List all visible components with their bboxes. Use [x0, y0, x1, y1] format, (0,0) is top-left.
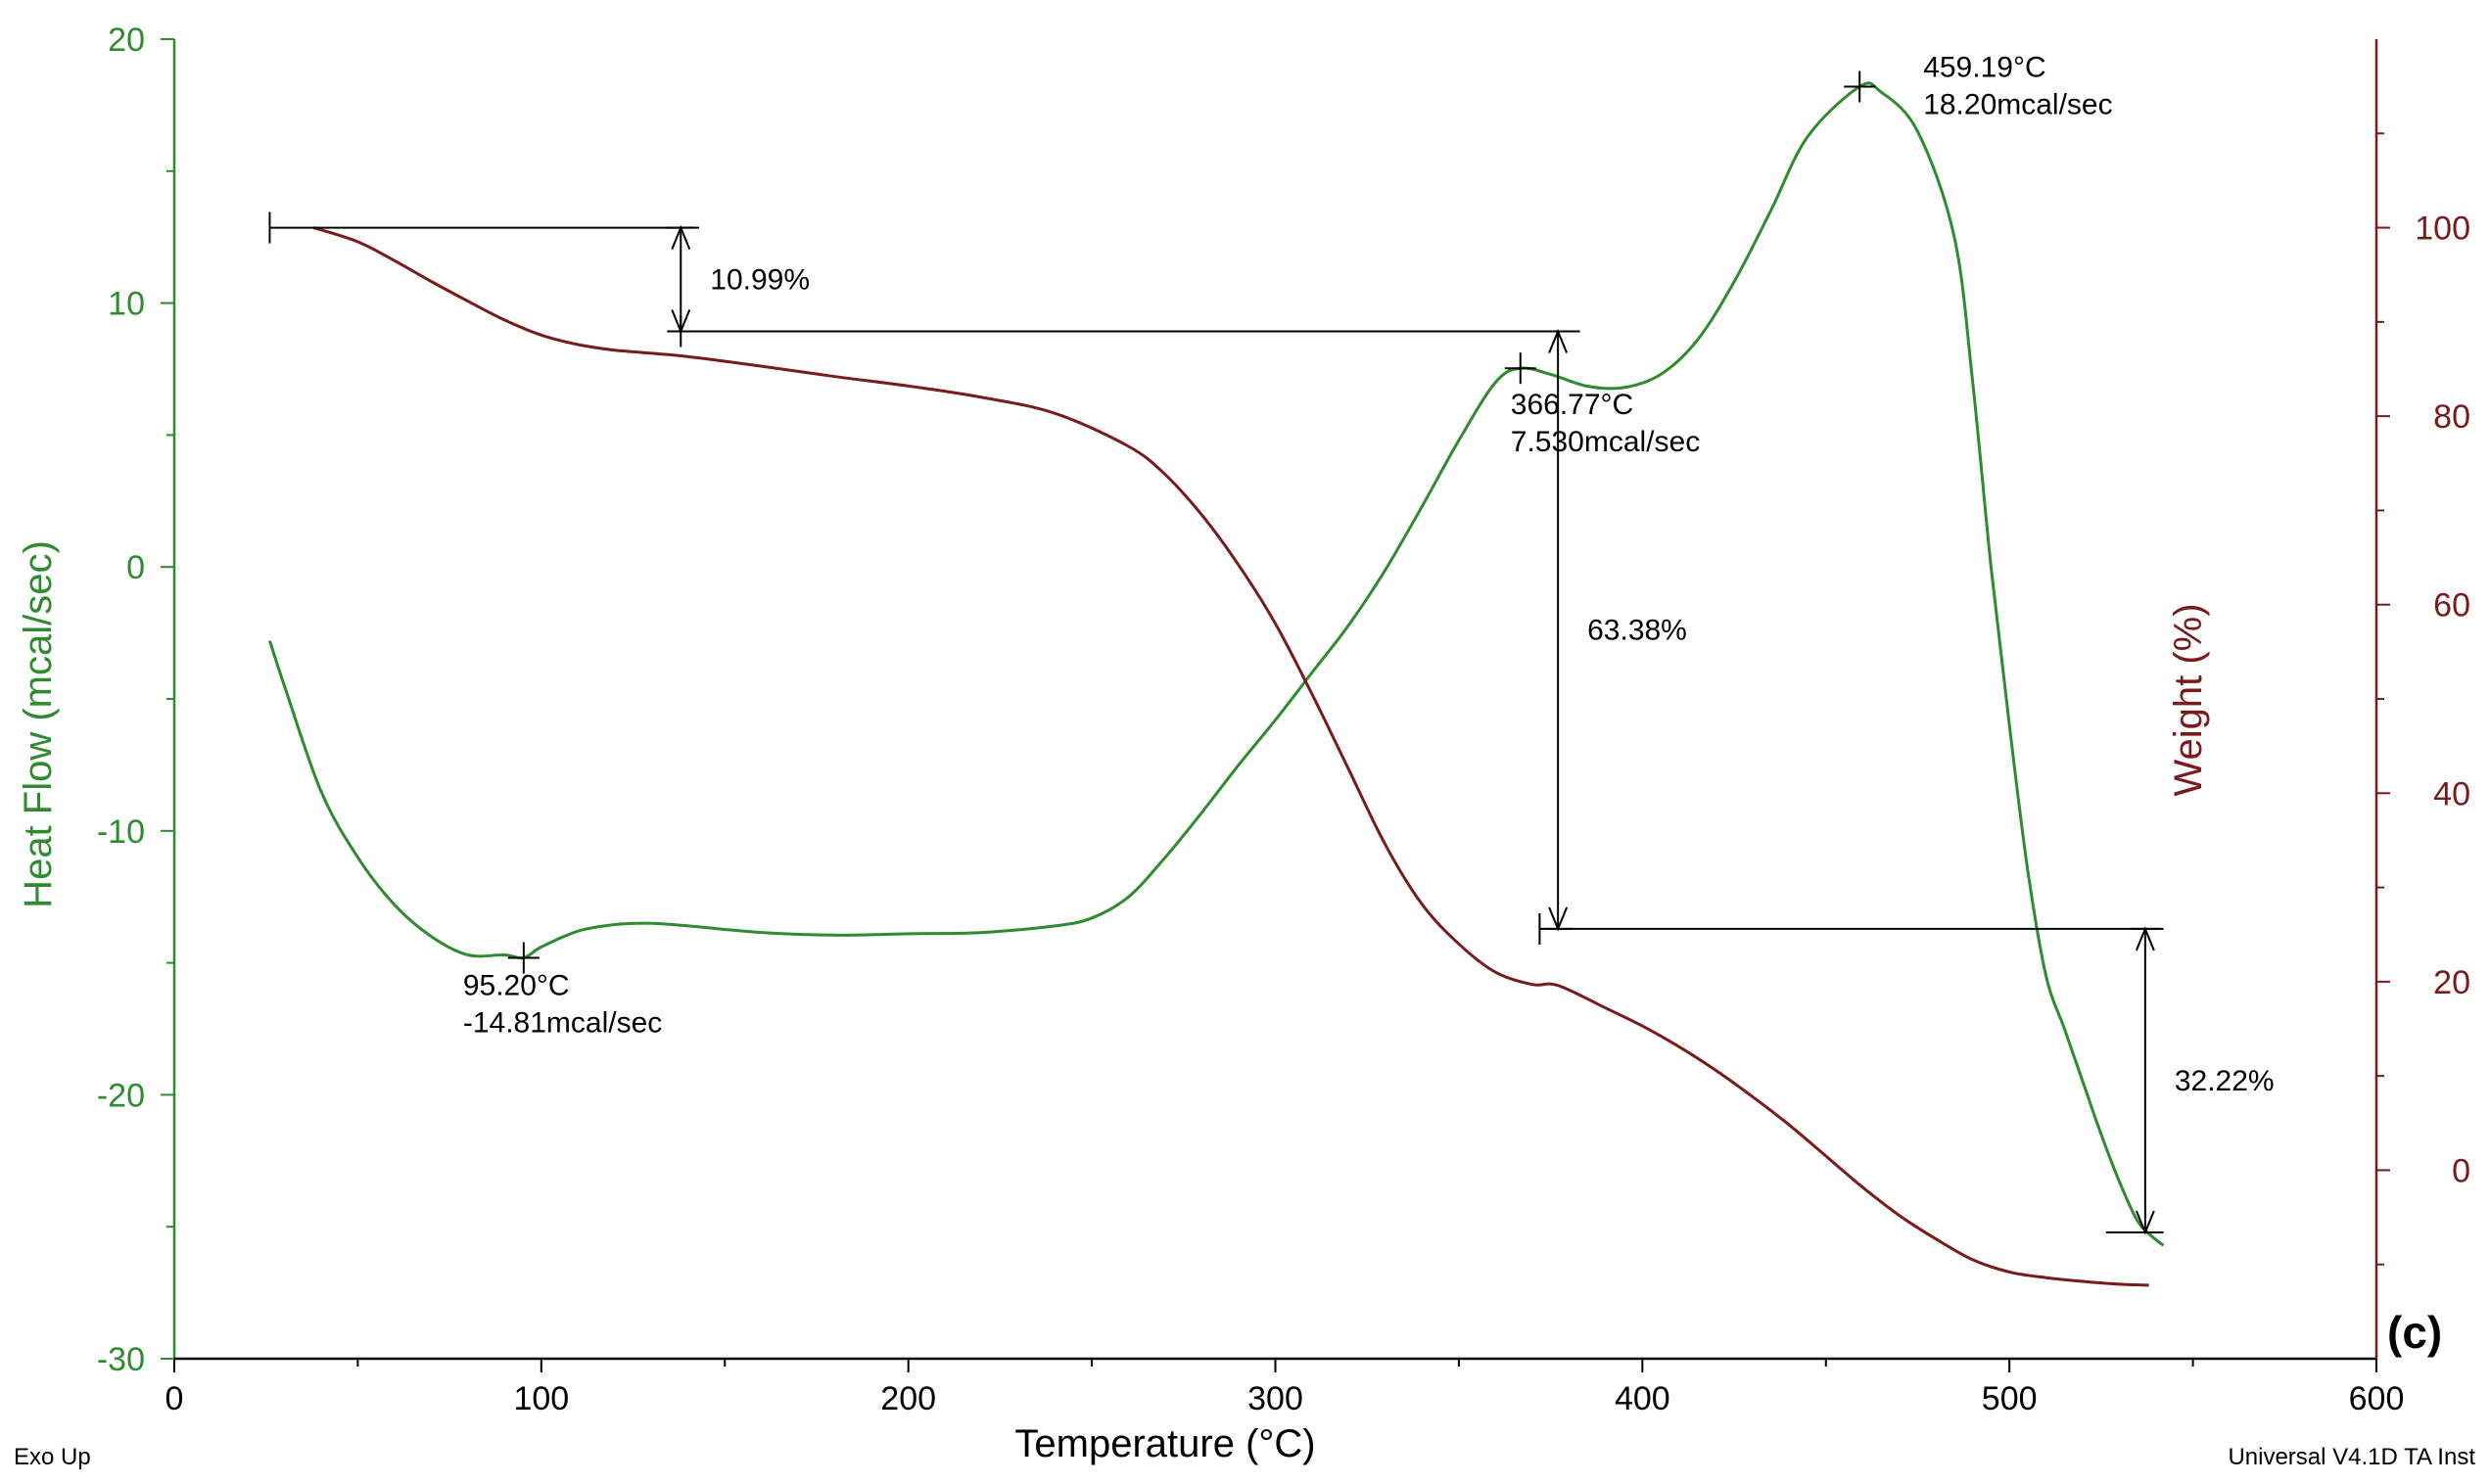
weight-loss-label: 10.99% — [710, 264, 810, 297]
weight-loss-label: 32.22% — [2175, 1065, 2275, 1097]
x-tick-label: 400 — [1615, 1380, 1670, 1417]
peak-label-temperature: 366.77°C — [1511, 389, 1633, 421]
peak-label-temperature: 459.19°C — [1923, 52, 2045, 84]
peak-label-heatflow: 7.530mcal/sec — [1511, 426, 1700, 458]
step-arrowhead-up — [671, 224, 691, 250]
x-tick-label: 0 — [165, 1380, 184, 1417]
y-left-tick-label: 10 — [108, 286, 145, 323]
y-left-tick-label: -30 — [97, 1341, 145, 1378]
y-right-tick-label: 100 — [2415, 210, 2470, 248]
x-tick-label: 600 — [2349, 1380, 2405, 1417]
y-axis-right-title: Weight (%) — [2167, 603, 2210, 796]
x-tick-label: 300 — [1247, 1380, 1303, 1417]
y-axis-left-title: Heat Flow (mcal/sec) — [17, 540, 60, 908]
y-right-tick-label: 80 — [2433, 398, 2470, 436]
y-left-tick-label: 20 — [108, 22, 145, 59]
panel-label: (c) — [2387, 1307, 2442, 1358]
plot-axes — [172, 39, 2378, 1361]
heat-flow-series-line — [268, 81, 2165, 1247]
annotations: 95.20°C -14.81mcal/sec 366.77°C 7.530mcal/s… — [268, 52, 2275, 1235]
weight-series-line — [312, 226, 2149, 1287]
y-right-tick-label: 0 — [2452, 1152, 2470, 1189]
step-arrowhead-up — [1548, 328, 1569, 353]
footer-right: Universal V4.1D TA Inst — [2228, 1444, 2475, 1470]
y-left-tick-label: -20 — [97, 1077, 145, 1114]
y-right-tick-label: 40 — [2433, 775, 2470, 812]
x-axis-title: Temperature (°C) — [1014, 1422, 1315, 1465]
y-right-tick-label: 20 — [2433, 964, 2470, 1001]
x-tick-label: 500 — [1982, 1380, 2038, 1417]
peak-label-temperature: 95.20°C — [463, 969, 570, 1001]
data-series — [268, 81, 2165, 1287]
peak-label-heatflow: 18.20mcal/sec — [1923, 89, 2112, 121]
y-left-tick-label: -10 — [97, 813, 145, 851]
y-left-tick-label: 0 — [126, 549, 145, 586]
footer-left: Exo Up — [14, 1444, 91, 1470]
y-right-tick-label: 60 — [2433, 587, 2470, 625]
x-tick-label: 200 — [880, 1380, 936, 1417]
chart-labels: Heat Flow (mcal/sec) Weight (%) Temperat… — [14, 540, 2475, 1470]
x-tick-label: 100 — [513, 1380, 569, 1417]
axis-ticks: 0 100 200 300 400 500 600-30-20-10010200204060… — [97, 22, 2470, 1417]
step-arrowhead-up — [2135, 926, 2155, 951]
peak-label-heatflow: -14.81mcal/sec — [463, 1006, 662, 1039]
weight-loss-label: 63.38% — [1587, 615, 1687, 647]
